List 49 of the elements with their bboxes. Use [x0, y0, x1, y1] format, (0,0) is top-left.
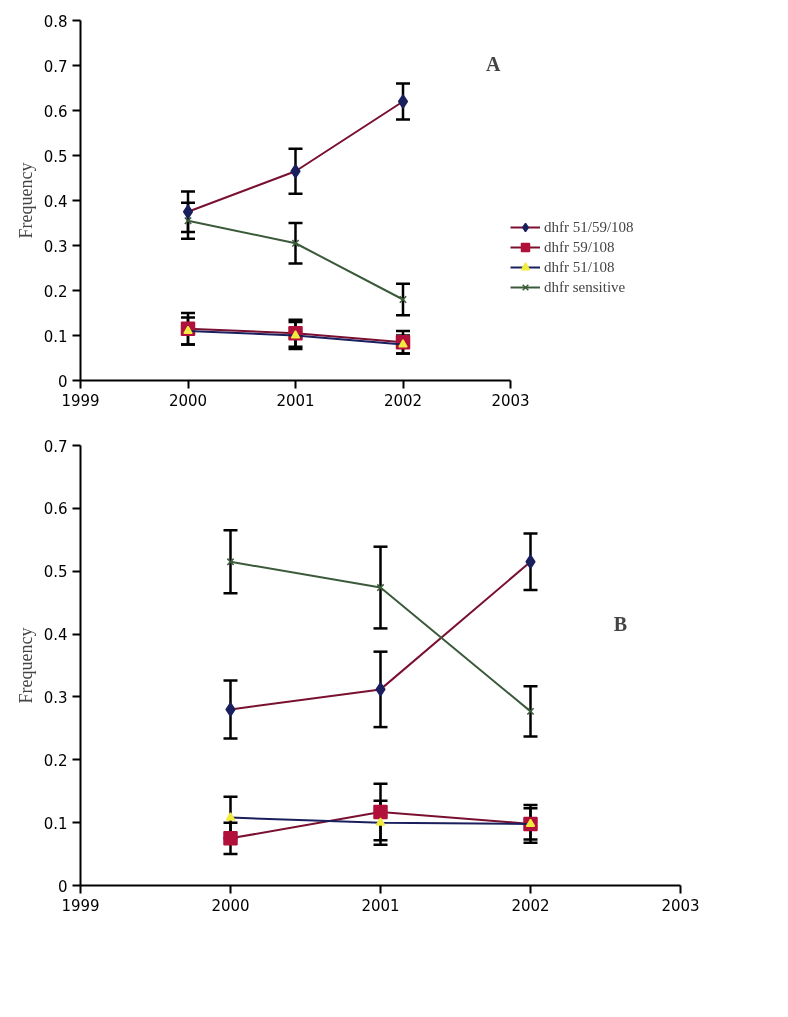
y-tick-label: 0.4 — [43, 626, 68, 645]
legend-label: dhfr 51/59/108 — [544, 218, 634, 236]
y-axis-title: Frequency — [15, 627, 36, 704]
point — [225, 702, 236, 717]
point — [397, 94, 409, 109]
legend-label: dhfr sensitive — [544, 278, 626, 296]
legend-label: dhfr 51/108 — [544, 258, 615, 276]
y-tick-label: 0.5 — [43, 147, 68, 166]
y-tick-label: 0.7 — [43, 57, 68, 76]
point — [399, 295, 407, 304]
y-axis-title: Frequency — [15, 162, 36, 239]
x-tick-label: 2001 — [361, 896, 400, 915]
x-tick-label: 2002 — [383, 391, 423, 410]
x-tick-label: 2003 — [491, 391, 530, 410]
x-tick-label: 2001 — [276, 391, 315, 410]
point — [290, 164, 301, 179]
x-tick-label: 2002 — [511, 896, 550, 915]
point — [375, 682, 386, 697]
point — [291, 239, 300, 248]
y-tick-label: 0.1 — [43, 814, 68, 833]
x-tick-label: 2000 — [211, 896, 250, 915]
point — [223, 831, 238, 846]
x-tick-label: 1999 — [61, 896, 100, 915]
y-tick-label: 0.8 — [43, 12, 68, 31]
y-tick-label: 0.4 — [43, 192, 68, 211]
point — [376, 583, 385, 592]
point — [526, 707, 535, 716]
y-tick-label: 0.7 — [43, 437, 68, 456]
y-tick-label: 0 — [57, 372, 68, 391]
annotation: A — [486, 52, 502, 75]
point — [182, 204, 194, 219]
y-tick-label: 0.1 — [43, 327, 68, 346]
x-tick-label: 1999 — [61, 391, 100, 410]
legend-label: dhfr 59/108 — [544, 238, 615, 256]
point — [373, 804, 388, 820]
x-tick-label: 2000 — [168, 391, 208, 410]
y-tick-label: 0 — [57, 877, 68, 896]
point — [290, 330, 301, 339]
y-tick-label: 0.6 — [43, 102, 68, 121]
y-tick-label: 0.2 — [43, 751, 68, 770]
y-tick-label: 0.6 — [43, 500, 68, 519]
annotation: B — [613, 612, 628, 635]
point — [375, 817, 386, 826]
y-tick-label: 0.3 — [43, 688, 68, 707]
y-tick-label: 0.5 — [43, 563, 68, 582]
y-tick-label: 0.2 — [43, 282, 68, 301]
x-tick-label: 2003 — [661, 896, 700, 915]
point — [225, 812, 236, 821]
y-tick-label: 0.3 — [43, 237, 68, 256]
